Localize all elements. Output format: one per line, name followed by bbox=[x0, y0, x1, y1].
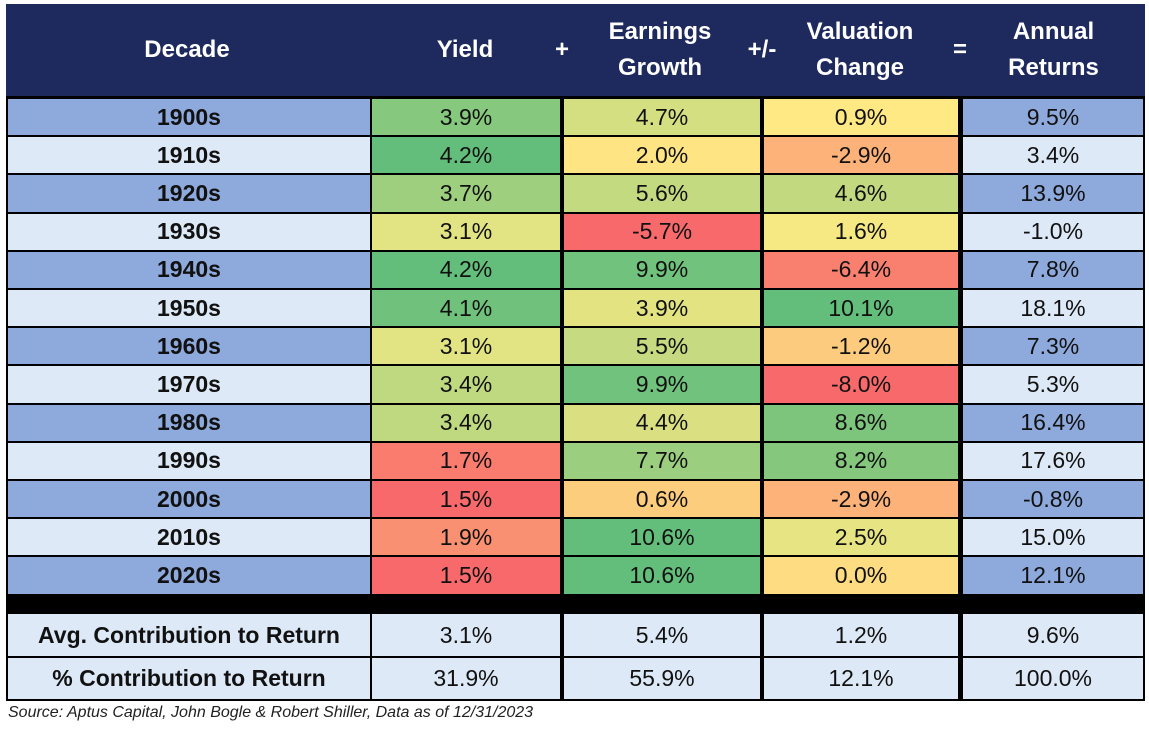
yield-cell: 1.9% bbox=[372, 519, 560, 556]
annual-returns-cell: 3.4% bbox=[963, 137, 1143, 174]
yield-cell: 3.1% bbox=[372, 213, 560, 250]
footer-returns: 9.6% bbox=[963, 614, 1143, 656]
yield-cell: 4.2% bbox=[372, 251, 560, 288]
header-valuation-line2: Change bbox=[815, 54, 904, 81]
valuation-change-cell: -2.9% bbox=[764, 137, 958, 174]
header-annual-returns: Annual Returns bbox=[962, 4, 1145, 96]
earnings-growth-cell: 10.6% bbox=[564, 557, 760, 594]
yield-cell: 3.1% bbox=[372, 328, 560, 365]
annual-returns-cell: -1.0% bbox=[963, 213, 1143, 250]
valuation-change-cell: -8.0% bbox=[764, 366, 958, 403]
yield-cell: 4.1% bbox=[372, 290, 560, 327]
operator-equals-label: = bbox=[952, 36, 967, 63]
returns-table: Decade Yield + Earnings Growth +/- Valua… bbox=[6, 4, 1145, 701]
table-row-decade: 1920s bbox=[8, 175, 370, 212]
valuation-change-cell: 0.9% bbox=[764, 99, 958, 136]
yield-cell: 3.9% bbox=[372, 99, 560, 136]
operator-plus: + bbox=[546, 4, 578, 96]
table-row-decade: 1950s bbox=[8, 290, 370, 327]
header-yield-label: Yield bbox=[436, 36, 494, 63]
header-earnings-line2: Growth bbox=[618, 54, 702, 81]
table-row-decade: 1990s bbox=[8, 442, 370, 479]
annual-returns-cell: 5.3% bbox=[963, 366, 1143, 403]
valuation-change-cell: 8.2% bbox=[764, 442, 958, 479]
yield-cell: 4.2% bbox=[372, 137, 560, 174]
table-row-decade: 1960s bbox=[8, 328, 370, 365]
valuation-change-cell: -6.4% bbox=[764, 251, 958, 288]
header-decade: Decade bbox=[6, 4, 368, 96]
table-row-decade: 2010s bbox=[8, 519, 370, 556]
annual-returns-cell: 17.6% bbox=[963, 442, 1143, 479]
yield-cell: 1.7% bbox=[372, 442, 560, 479]
table-row-decade: 1930s bbox=[8, 213, 370, 250]
earnings-growth-cell: 7.7% bbox=[564, 442, 760, 479]
valuation-change-cell: -1.2% bbox=[764, 328, 958, 365]
header-decade-label: Decade bbox=[144, 36, 230, 63]
header-yield: Yield bbox=[370, 4, 560, 96]
header-earnings-growth: Earnings Growth bbox=[562, 4, 758, 96]
header-returns-line2: Returns bbox=[1008, 54, 1099, 81]
footer-valuation: 1.2% bbox=[764, 614, 958, 656]
yield-cell: 1.5% bbox=[372, 481, 560, 518]
annual-returns-cell: 7.8% bbox=[963, 251, 1143, 288]
annual-returns-cell: 12.1% bbox=[963, 557, 1143, 594]
operator-equals: = bbox=[944, 4, 976, 96]
earnings-growth-cell: 9.9% bbox=[564, 251, 760, 288]
annual-returns-cell: 16.4% bbox=[963, 404, 1143, 441]
valuation-change-cell: 0.0% bbox=[764, 557, 958, 594]
operator-plus-label: + bbox=[554, 36, 569, 63]
footer-yield: 31.9% bbox=[372, 658, 560, 699]
earnings-growth-cell: -5.7% bbox=[564, 213, 760, 250]
source-note: Source: Aptus Capital, John Bogle & Robe… bbox=[8, 704, 534, 721]
earnings-growth-cell: 4.4% bbox=[564, 404, 760, 441]
header-returns-line1: Annual bbox=[1012, 18, 1095, 45]
valuation-change-cell: 2.5% bbox=[764, 519, 958, 556]
operator-plusminus-label: +/- bbox=[747, 36, 777, 63]
header-earnings-line1: Earnings bbox=[608, 18, 712, 45]
table-row-decade: 2020s bbox=[8, 557, 370, 594]
footer-label: % Contribution to Return bbox=[8, 658, 370, 699]
footer-valuation: 12.1% bbox=[764, 658, 958, 699]
footer-earnings: 55.9% bbox=[564, 658, 760, 699]
annual-returns-cell: 9.5% bbox=[963, 99, 1143, 136]
header-valuation-line1: Valuation bbox=[806, 18, 914, 45]
earnings-growth-cell: 0.6% bbox=[564, 481, 760, 518]
yield-cell: 1.5% bbox=[372, 557, 560, 594]
operator-plusminus: +/- bbox=[738, 4, 786, 96]
footer-earnings: 5.4% bbox=[564, 614, 760, 656]
footer-label: Avg. Contribution to Return bbox=[8, 614, 370, 656]
valuation-change-cell: 1.6% bbox=[764, 213, 958, 250]
earnings-growth-cell: 4.7% bbox=[564, 99, 760, 136]
table-row-decade: 1970s bbox=[8, 366, 370, 403]
table-row-decade: 1900s bbox=[8, 99, 370, 136]
table-row-decade: 1980s bbox=[8, 404, 370, 441]
valuation-change-cell: 8.6% bbox=[764, 404, 958, 441]
earnings-growth-cell: 9.9% bbox=[564, 366, 760, 403]
header-valuation-change: Valuation Change bbox=[760, 4, 960, 96]
table-header: Decade Yield + Earnings Growth +/- Valua… bbox=[6, 4, 1145, 96]
yield-cell: 3.4% bbox=[372, 366, 560, 403]
yield-cell: 3.4% bbox=[372, 404, 560, 441]
earnings-growth-cell: 2.0% bbox=[564, 137, 760, 174]
annual-returns-cell: 7.3% bbox=[963, 328, 1143, 365]
earnings-growth-cell: 10.6% bbox=[564, 519, 760, 556]
table-row-decade: 2000s bbox=[8, 481, 370, 518]
valuation-change-cell: -2.9% bbox=[764, 481, 958, 518]
table-row-decade: 1940s bbox=[8, 251, 370, 288]
annual-returns-cell: 13.9% bbox=[963, 175, 1143, 212]
yield-cell: 3.7% bbox=[372, 175, 560, 212]
annual-returns-cell: -0.8% bbox=[963, 481, 1143, 518]
table-row-decade: 1910s bbox=[8, 137, 370, 174]
valuation-change-cell: 10.1% bbox=[764, 290, 958, 327]
earnings-growth-cell: 5.5% bbox=[564, 328, 760, 365]
annual-returns-cell: 15.0% bbox=[963, 519, 1143, 556]
footer-returns: 100.0% bbox=[963, 658, 1143, 699]
earnings-growth-cell: 5.6% bbox=[564, 175, 760, 212]
annual-returns-cell: 18.1% bbox=[963, 290, 1143, 327]
footer-yield: 3.1% bbox=[372, 614, 560, 656]
earnings-growth-cell: 3.9% bbox=[564, 290, 760, 327]
valuation-change-cell: 4.6% bbox=[764, 175, 958, 212]
